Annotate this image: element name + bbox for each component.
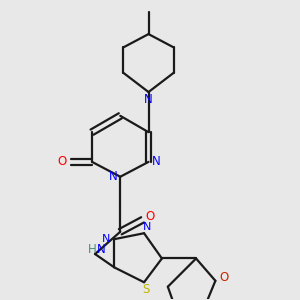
Text: O: O <box>220 271 229 284</box>
Text: N: N <box>102 234 110 244</box>
Text: N: N <box>144 93 153 106</box>
Text: N: N <box>97 243 105 256</box>
Text: H: H <box>88 243 96 256</box>
Text: O: O <box>58 155 67 168</box>
Text: N: N <box>109 170 117 183</box>
Text: S: S <box>142 283 149 296</box>
Text: O: O <box>146 210 154 223</box>
Text: N: N <box>143 222 151 232</box>
Text: N: N <box>152 155 160 168</box>
